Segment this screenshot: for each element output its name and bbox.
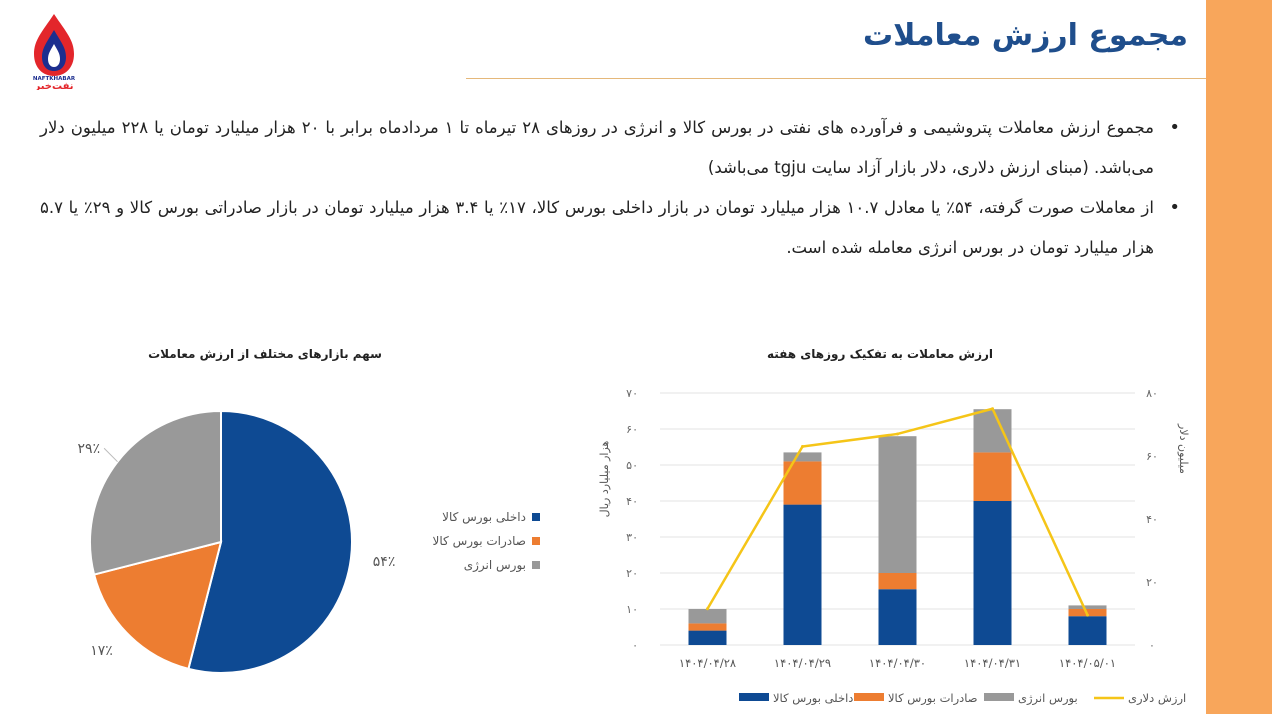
bullet-dot: •	[1169, 197, 1180, 218]
bullet-item: • مجموع ارزش معاملات پتروشیمی و فرآورده …	[40, 108, 1180, 188]
bar-segment-domestic	[1068, 616, 1107, 645]
bullet-list: • مجموع ارزش معاملات پتروشیمی و فرآورده …	[40, 108, 1180, 268]
dollar-value-point	[1086, 613, 1089, 617]
legend-label: بورس انرژی	[1018, 691, 1078, 706]
legend-label: بورس انرژی	[463, 558, 526, 572]
bar-segment-energy	[783, 452, 822, 462]
bar-segment-energy	[973, 409, 1012, 453]
y2-tick-label: ۶۰	[1146, 450, 1158, 463]
y2-tick-label: ۸۰	[1146, 387, 1158, 400]
accent-side-bar	[1206, 0, 1272, 714]
y-tick-label: ۲۰	[626, 567, 638, 580]
legend-swatch-export	[532, 537, 540, 545]
bar-segment-domestic	[878, 589, 917, 645]
pie-chart: ۵۴٪ ۱۷٪ ۲۹٪	[78, 409, 396, 674]
pie-data-label: ۱۷٪	[90, 643, 113, 659]
pie-legend: داخلی بورس کالا صادرات بورس کالا بورس ان…	[400, 510, 540, 582]
x-tick-label: ۱۴۰۴/۰۴/۳۰	[869, 656, 926, 670]
pie-legend-item-domestic: داخلی بورس کالا	[400, 510, 540, 524]
title-underline	[466, 78, 1206, 79]
bar-segment-export	[878, 573, 917, 590]
y-tick-label: ۴۰	[626, 495, 638, 508]
logo-latin-text: NAFTKHABAR	[33, 76, 76, 82]
dollar-value-point	[991, 407, 994, 411]
y2-tick-label: ۴۰	[1146, 513, 1158, 526]
bullet-text-market-shares: از معاملات صورت گرفته، ۵۴٪ یا معادل ۱۰.۷…	[40, 198, 1154, 257]
legend-swatch	[739, 693, 769, 701]
y2-tick-label: ۲۰	[1146, 576, 1158, 589]
y2-axis-label: میلیون دلار	[1177, 423, 1190, 474]
x-tick-label: ۱۴۰۴/۰۵/۰۱	[1059, 656, 1116, 670]
logo-persian-text: نفت‌خبر	[33, 81, 73, 90]
pie-data-label: ۵۴٪	[373, 554, 396, 570]
pie-chart-title: سهم بازارهای مختلف از ارزش معاملات	[148, 347, 382, 361]
bullet-item: • از معاملات صورت گرفته، ۵۴٪ یا معادل ۱۰…	[40, 188, 1180, 268]
bar-segment-domestic	[783, 504, 822, 645]
pie-slice-export	[92, 540, 223, 671]
bar-segment-domestic	[973, 501, 1012, 645]
x-tick-label: ۱۴۰۴/۰۴/۳۱	[964, 656, 1021, 670]
naftkhabar-logo: NAFTKHABAR نفت‌خبر	[33, 14, 76, 90]
pie-legend-item-energy: بورس انرژی	[400, 558, 540, 572]
pie-slice-energy	[89, 409, 222, 576]
y2-tick-label: ۰	[1149, 639, 1155, 652]
slide-title: مجموع ارزش معاملات	[863, 18, 1188, 53]
legend-swatch	[854, 693, 884, 701]
dollar-value-point	[801, 445, 804, 449]
pie-data-label: ۲۹٪	[78, 441, 101, 457]
x-tick-label: ۱۴۰۴/۰۴/۲۹	[774, 656, 831, 670]
legend-label: ارزش دلاری	[1128, 691, 1186, 706]
y-tick-label: ۳۰	[626, 531, 638, 544]
bar-segment-export	[688, 623, 727, 631]
bar-segment-energy	[1068, 605, 1107, 609]
legend-swatch	[984, 693, 1014, 701]
dollar-value-point	[706, 607, 709, 611]
legend-label: صادرات بورس کالا	[432, 534, 526, 548]
y-tick-label: ۰	[632, 639, 638, 652]
bar-chart-title: ارزش معاملات به تفکیک روزهای هفته	[766, 347, 993, 361]
y-tick-label: ۱۰	[626, 603, 638, 616]
legend-label: داخلی بورس کالا	[442, 510, 526, 524]
bullet-text-total-value: مجموع ارزش معاملات پتروشیمی و فرآورده ها…	[40, 118, 1154, 177]
legend-swatch-domestic	[532, 513, 540, 521]
y-tick-label: ۷۰	[626, 387, 638, 400]
x-tick-label: ۱۴۰۴/۰۴/۲۸	[679, 656, 736, 670]
legend-swatch-energy	[532, 561, 540, 569]
pie-leader-line	[103, 447, 118, 463]
legend-label: داخلی بورس کالا	[773, 691, 853, 706]
y-axis-label: هزار میلیارد ریال	[598, 440, 611, 517]
dollar-value-point	[896, 432, 899, 436]
stacked-bar-chart: ۰ ۱۰ ۲۰ ۳۰ ۴۰ ۵۰ ۶۰ ۷۰ ۰ ۲۰ ۴۰ ۶۰ ۸۰ هزار میلیارد ریا…	[598, 387, 1190, 706]
bar-segment-export	[973, 452, 1012, 501]
bar-segment-energy	[878, 436, 917, 573]
y-tick-label: ۵۰	[626, 459, 638, 472]
y-tick-label: ۶۰	[626, 423, 638, 436]
bullet-dot: •	[1169, 117, 1180, 138]
bar-segment-domestic	[688, 630, 727, 645]
legend-label: صادرات بورس کالا	[888, 691, 978, 706]
pie-legend-item-export: صادرات بورس کالا	[400, 534, 540, 548]
bar-segment-energy	[688, 609, 727, 624]
pie-slice-domestic	[187, 409, 353, 674]
